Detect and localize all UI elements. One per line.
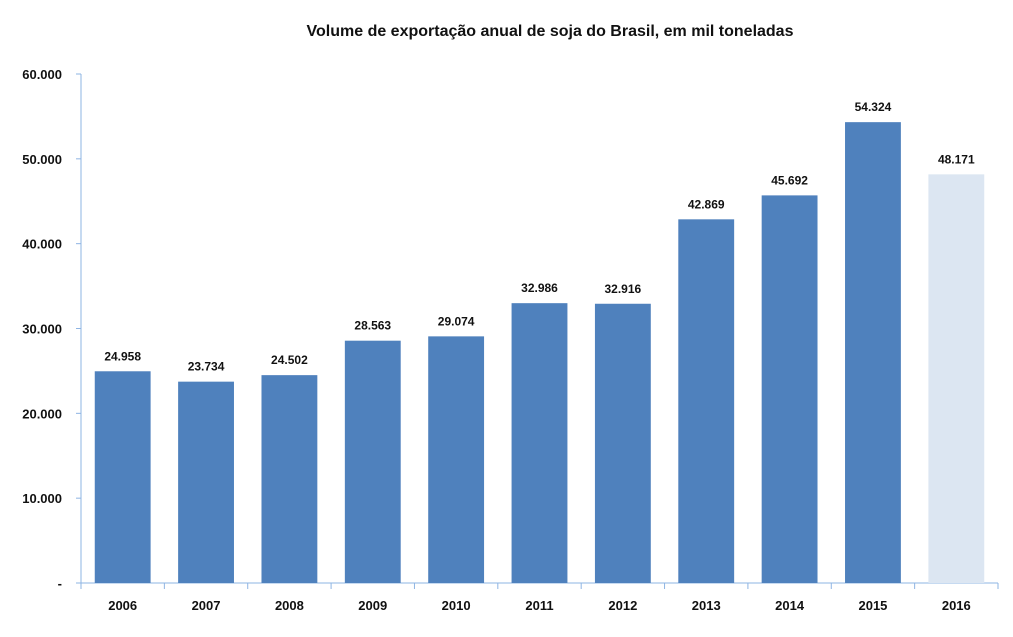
data-label-2007: 23.734 [188, 360, 225, 374]
data-label-2012: 32.916 [605, 282, 642, 296]
data-label-2006: 24.958 [104, 349, 141, 363]
x-tick-label-2015: 2015 [858, 598, 887, 613]
y-tick-label: 10.000 [22, 491, 62, 506]
bar-2008 [261, 375, 318, 583]
bar-2016 [928, 174, 985, 583]
chart-title: Volume de exportação anual de soja do Br… [307, 23, 794, 40]
data-label-2011: 32.986 [521, 281, 558, 295]
y-tick-label: 40.000 [22, 237, 62, 252]
x-tick-label-2014: 2014 [775, 598, 805, 613]
data-labels: 24.958 23.734 24.502 28.563 29.074 32.986 32.9… [104, 100, 975, 374]
x-axis: 2006 2007 2008 2009 2010 2011 2012 2013 2014 2015… [80, 582, 999, 613]
data-label-2008: 24.502 [271, 353, 308, 367]
data-label-2015: 54.324 [855, 100, 892, 114]
y-tick-label: - [58, 576, 62, 591]
x-tick-label-2009: 2009 [358, 598, 387, 613]
bar-2009 [344, 340, 401, 583]
bar-2007 [178, 381, 234, 583]
data-label-2010: 29.074 [438, 314, 475, 328]
bar-2010 [428, 336, 485, 583]
x-tick-label-2016: 2016 [942, 598, 971, 613]
y-tick-label: 60.000 [22, 67, 62, 82]
bar-2013 [678, 219, 735, 583]
bars [94, 122, 985, 584]
data-label-2009: 28.563 [354, 319, 391, 333]
bar-2012 [594, 303, 651, 583]
bar-2014 [761, 195, 818, 584]
x-tick-label-2010: 2010 [442, 598, 471, 613]
y-tick-label: 30.000 [22, 322, 62, 337]
x-tick-label-2006: 2006 [108, 598, 137, 613]
x-tick-label-2013: 2013 [692, 598, 721, 613]
y-tick-label: 50.000 [22, 152, 62, 167]
data-label-2016: 48.171 [938, 152, 975, 166]
x-tick-label-2007: 2007 [192, 598, 221, 613]
y-axis: - 10.000 20.000 30.000 40.000 50.000 60.000 [22, 67, 82, 591]
x-tick-label-2012: 2012 [608, 598, 637, 613]
x-tick-label-2008: 2008 [275, 598, 304, 613]
y-tick-label: 20.000 [22, 406, 62, 421]
x-tick-label-2011: 2011 [525, 598, 553, 613]
data-label-2013: 42.869 [688, 197, 725, 211]
bar-2006 [94, 371, 151, 583]
bar-2015 [845, 122, 901, 583]
data-label-2014: 45.692 [771, 173, 808, 187]
bar-2011 [511, 303, 568, 583]
